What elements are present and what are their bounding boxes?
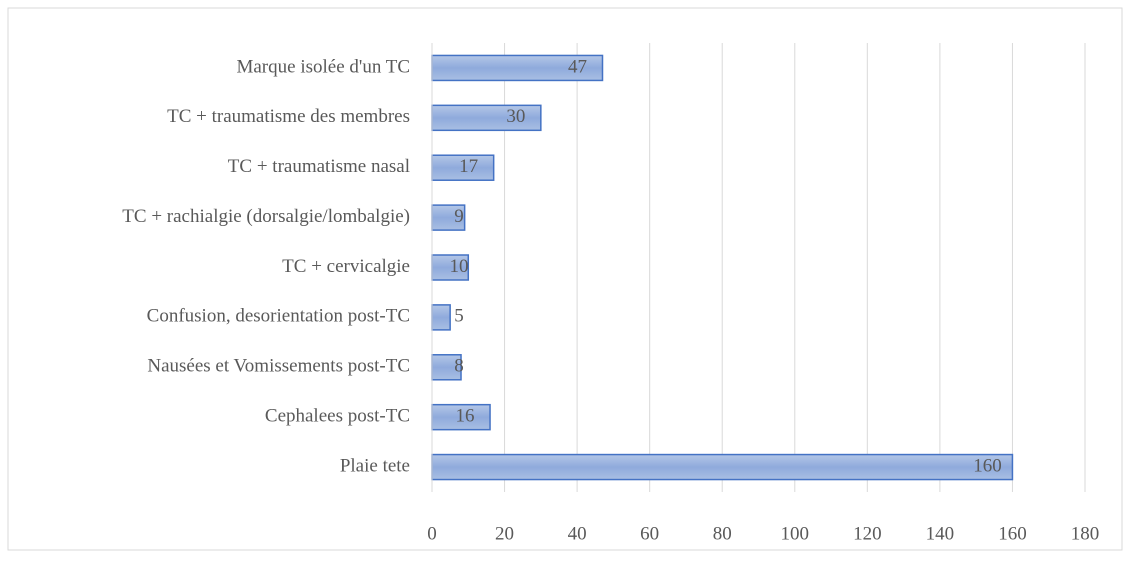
x-tick-label: 80 [713,523,732,544]
y-tick-label: TC + traumatisme des membres [167,106,410,127]
y-tick-label: Marque isolée d'un TC [236,56,410,77]
data-label: 10 [450,256,469,277]
data-label: 16 [456,406,475,427]
y-tick-label: Plaie tete [340,455,410,476]
bar [431,453,1014,481]
data-label: 17 [459,156,478,177]
x-tick-label: 160 [998,523,1027,544]
y-tick-label: Nausées et Vomissements post-TC [147,356,410,377]
data-label: 160 [973,455,1002,476]
data-label: 47 [568,56,587,77]
y-tick-label: Cephalees post-TC [265,406,410,427]
x-tick-label: 20 [495,523,514,544]
x-tick-label: 40 [568,523,587,544]
y-tick-label: TC + rachialgie (dorsalgie/lombalgie) [122,206,410,227]
x-tick-label: 180 [1071,523,1100,544]
data-label: 5 [454,306,464,327]
bar [431,304,451,331]
data-label: 30 [506,106,525,127]
x-tick-label: 60 [640,523,659,544]
data-label: 8 [454,356,464,377]
y-tick-label: TC + cervicalgie [282,256,410,277]
y-tick-label: TC + traumatisme nasal [228,156,410,177]
y-tick-label: Confusion, desorientation post-TC [147,306,410,327]
x-tick-label: 100 [781,523,810,544]
data-label: 9 [454,206,464,227]
x-tick-label: 140 [926,523,955,544]
x-tick-label: 120 [853,523,882,544]
x-tick-label: 0 [427,523,437,544]
